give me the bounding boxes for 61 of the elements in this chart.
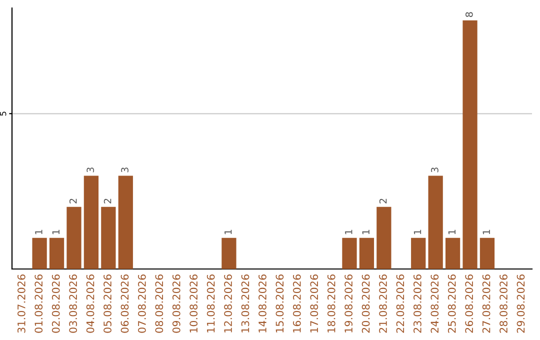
bar <box>462 20 478 269</box>
data-label: 2 <box>379 198 387 204</box>
bar <box>118 176 133 269</box>
x-tick-label: 04.08.2026 <box>86 274 94 333</box>
bar <box>480 238 495 269</box>
x-tick-label: 06.08.2026 <box>120 274 129 333</box>
x-tick-label: 10.08.2026 <box>190 274 198 332</box>
x-tick-label: 01.08.2026 <box>34 274 43 333</box>
data-label: 2 <box>69 198 77 204</box>
x-tick-label: 28.08.2026 <box>500 274 508 333</box>
data-label: 1 <box>52 230 60 234</box>
x-tick-label: 08.08.2026 <box>155 274 164 333</box>
data-label: 1 <box>448 230 456 234</box>
bar <box>359 238 374 269</box>
x-tick-label: 24.08.2026 <box>430 274 439 333</box>
x-tick-label: 22.08.2026 <box>396 274 404 333</box>
data-label: 1 <box>224 230 232 234</box>
x-tick-label: 17.08.2026 <box>310 274 318 332</box>
x-tick-label: 18.08.2026 <box>327 274 336 332</box>
bar <box>411 238 426 269</box>
bar <box>84 176 99 269</box>
bar <box>32 238 47 269</box>
x-tick-label: 15.08.2026 <box>276 274 284 332</box>
y-tick-label: 5 <box>0 112 6 116</box>
data-label: 1 <box>362 230 370 234</box>
data-label: 1 <box>345 230 352 234</box>
x-tick-label: 05.08.2026 <box>104 274 112 333</box>
data-label: 3 <box>86 168 94 172</box>
x-tick-label: 13.08.2026 <box>241 274 250 332</box>
bar <box>66 206 82 269</box>
bar <box>376 206 392 269</box>
x-tick-label: 12.08.2026 <box>224 274 232 332</box>
x-tick-label: 27.08.2026 <box>482 274 490 333</box>
x-tick-label: 25.08.2026 <box>448 274 456 333</box>
data-label: 3 <box>431 168 438 172</box>
x-tick-label: 31.07.2026 <box>17 274 26 333</box>
x-tick-label: 16.08.2026 <box>292 274 301 332</box>
x-tick-label: 02.08.2026 <box>52 274 60 333</box>
bar <box>222 238 236 269</box>
x-tick-label: 21.08.2026 <box>379 274 387 333</box>
x-tick-label: 19.08.2026 <box>344 274 353 332</box>
bar <box>101 206 116 269</box>
data-label: 1 <box>482 230 490 234</box>
x-tick-label: 20.08.2026 <box>362 274 370 333</box>
x-tick-label: 03.08.2026 <box>69 274 78 333</box>
bar <box>445 238 460 269</box>
bar <box>342 238 357 269</box>
x-tick-label: 11.08.2026 <box>206 274 215 332</box>
x-tick-label: 26.08.2026 <box>465 274 474 333</box>
data-label: 1 <box>35 230 42 234</box>
x-tick-label: 09.08.2026 <box>172 274 180 333</box>
data-label: 8 <box>465 12 473 17</box>
x-tick-label: 23.08.2026 <box>414 274 422 333</box>
bar <box>428 176 443 269</box>
data-label: 3 <box>121 168 128 172</box>
data-label: 1 <box>414 230 422 234</box>
bar <box>49 238 64 269</box>
x-tick-label: 07.08.2026 <box>138 274 146 333</box>
x-tick-label: 14.08.2026 <box>258 274 266 332</box>
data-label: 2 <box>104 198 112 204</box>
x-tick-label: 29.08.2026 <box>516 274 525 333</box>
